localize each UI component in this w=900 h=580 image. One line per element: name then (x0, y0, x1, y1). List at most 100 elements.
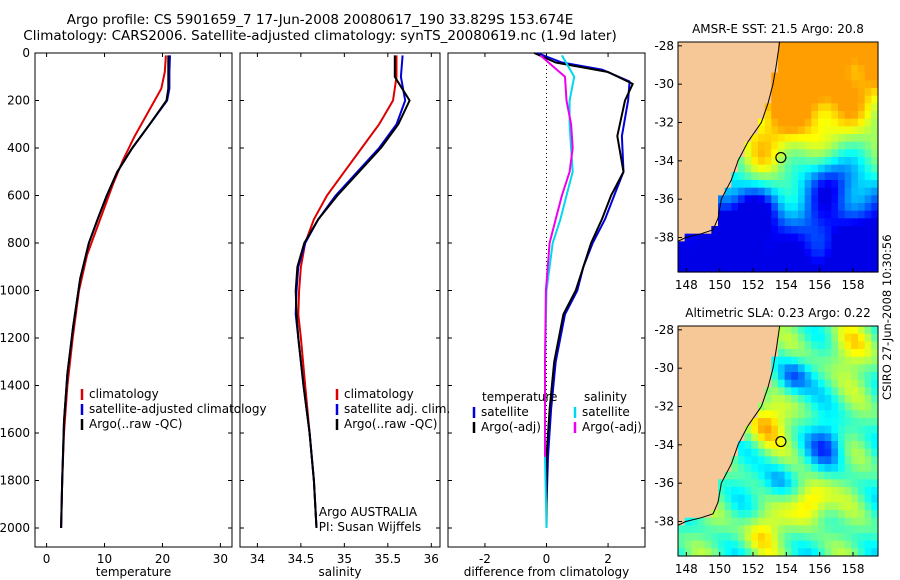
sla-map-land-cell (684, 356, 692, 365)
sst-map-land-cell (718, 187, 726, 196)
sst-map-land-cell (758, 42, 766, 51)
sst-map-data-cell (724, 218, 732, 227)
sla-map-data-cell (731, 517, 739, 526)
sst-map-data-cell (771, 187, 779, 196)
sla-map-land-cell (771, 341, 779, 350)
sla-map-data-cell (818, 387, 826, 396)
sst-map-land-cell (724, 157, 732, 166)
sla-map-land-cell (751, 341, 759, 350)
sst-map-land-cell (691, 111, 699, 120)
sla-map-data-cell (791, 395, 799, 404)
sla-map-data-cell (858, 510, 866, 519)
depth-tick-label: 1600 (0, 426, 30, 440)
sla-map-land-cell (718, 364, 726, 373)
sst-map-data-cell (751, 241, 759, 250)
sst-map-data-cell (771, 164, 779, 173)
sst-map-data-cell (771, 256, 779, 265)
sla-map-land-cell (731, 364, 739, 373)
sla-map-data-cell (818, 441, 826, 450)
sla-map-land-cell (718, 418, 726, 427)
sla-map-land-cell (684, 479, 692, 488)
sst-map-data-cell (798, 210, 806, 219)
sla-map-data-cell (778, 326, 786, 335)
sst-map-data-cell (738, 164, 746, 173)
figure-title-line-2: Climatology: CARS2006. Satellite-adjuste… (23, 28, 617, 44)
sst-map-data-cell (744, 195, 752, 204)
sla-map-data-cell (804, 333, 812, 342)
sst-map-lat-tick-label: -30 (654, 77, 674, 91)
sst-map-data-cell (838, 42, 846, 51)
sst-map-data-cell (744, 256, 752, 265)
sst-map-data-cell (824, 126, 832, 135)
sla-map-data-cell (724, 533, 732, 542)
sst-map-data-cell (858, 187, 866, 196)
sla-map-profile-marker (775, 435, 787, 448)
sla-map-data-cell (791, 410, 799, 419)
sst-map-data-cell (811, 72, 819, 81)
sla-map-land-cell (691, 356, 699, 365)
sla-map-data-cell (771, 356, 779, 365)
sst-map-data-cell (791, 126, 799, 135)
sla-map-data-cell (858, 410, 866, 419)
sst-map-data-cell (851, 203, 859, 212)
sla-map-land-cell (711, 402, 719, 411)
sla-map-data-cell (811, 479, 819, 488)
sst-map-data-cell (824, 256, 832, 265)
sla-map-data-cell (771, 441, 779, 450)
temperature-legend-label: climatology (89, 387, 159, 401)
sst-map-data-cell (784, 203, 792, 212)
sla-map-data-cell (798, 517, 806, 526)
sla-map-land-cell (711, 349, 719, 358)
sla-map-data-cell (798, 494, 806, 503)
sst-map-land-cell (698, 65, 706, 74)
sst-map-land-cell (744, 49, 752, 58)
sst-map-data-cell (784, 57, 792, 66)
sla-map-land-cell (764, 333, 772, 342)
sst-map-data-cell (844, 226, 852, 235)
sla-map-land-cell (691, 410, 699, 419)
sst-map-data-cell (864, 241, 872, 250)
sst-map-data-cell (864, 157, 872, 166)
sst-map-data-cell (771, 118, 779, 127)
sst-map-data-cell (778, 172, 786, 181)
sla-map-data-cell (844, 494, 852, 503)
sst-map-data-cell (778, 149, 786, 158)
sla-map-data-cell (798, 379, 806, 388)
sla-map-data-cell (864, 425, 872, 434)
sla-map-lon-tick-label: 150 (708, 562, 731, 576)
sst-map-land-cell (684, 42, 692, 51)
sst-map-data-cell (784, 126, 792, 135)
sla-map-data-cell (778, 395, 786, 404)
depth-tick-label: 1800 (0, 474, 30, 488)
sla-map-land-cell (724, 418, 732, 427)
sla-map-lon-tick-label: 148 (675, 562, 698, 576)
sst-map-land-cell (698, 126, 706, 135)
sla-map-data-cell (811, 494, 819, 503)
sst-map-land-cell (718, 172, 726, 181)
sst-map-coastline (677, 41, 781, 269)
sst-map-data-cell (804, 49, 812, 58)
sst-map-data-cell (731, 241, 739, 250)
sst-map-data-cell (844, 42, 852, 51)
sst-map-data-cell (811, 49, 819, 58)
sla-map-data-cell (798, 356, 806, 365)
sla-map-data-cell (784, 517, 792, 526)
sla-map-data-cell (784, 379, 792, 388)
sla-map-data-cell (798, 540, 806, 549)
sst-map-land-cell (704, 80, 712, 89)
sla-map-data-cell (858, 387, 866, 396)
sst-map-data-cell (844, 233, 852, 242)
sla-map-land-cell (678, 502, 686, 511)
sla-map-data-cell (864, 395, 872, 404)
sla-map-data-cell (871, 456, 879, 465)
sst-map-data-cell (764, 172, 772, 181)
sst-map-land-cell (684, 164, 692, 173)
sst-map-land-cell (704, 126, 712, 135)
sla-map-data-cell (798, 349, 806, 358)
sla-map-data-cell (758, 494, 766, 503)
sla-map-land-cell (758, 379, 766, 388)
sla-map-land-cell (711, 395, 719, 404)
sla-map-data-cell (844, 441, 852, 450)
sla-map-land-cell (731, 441, 739, 450)
sla-map-data-cell (791, 341, 799, 350)
